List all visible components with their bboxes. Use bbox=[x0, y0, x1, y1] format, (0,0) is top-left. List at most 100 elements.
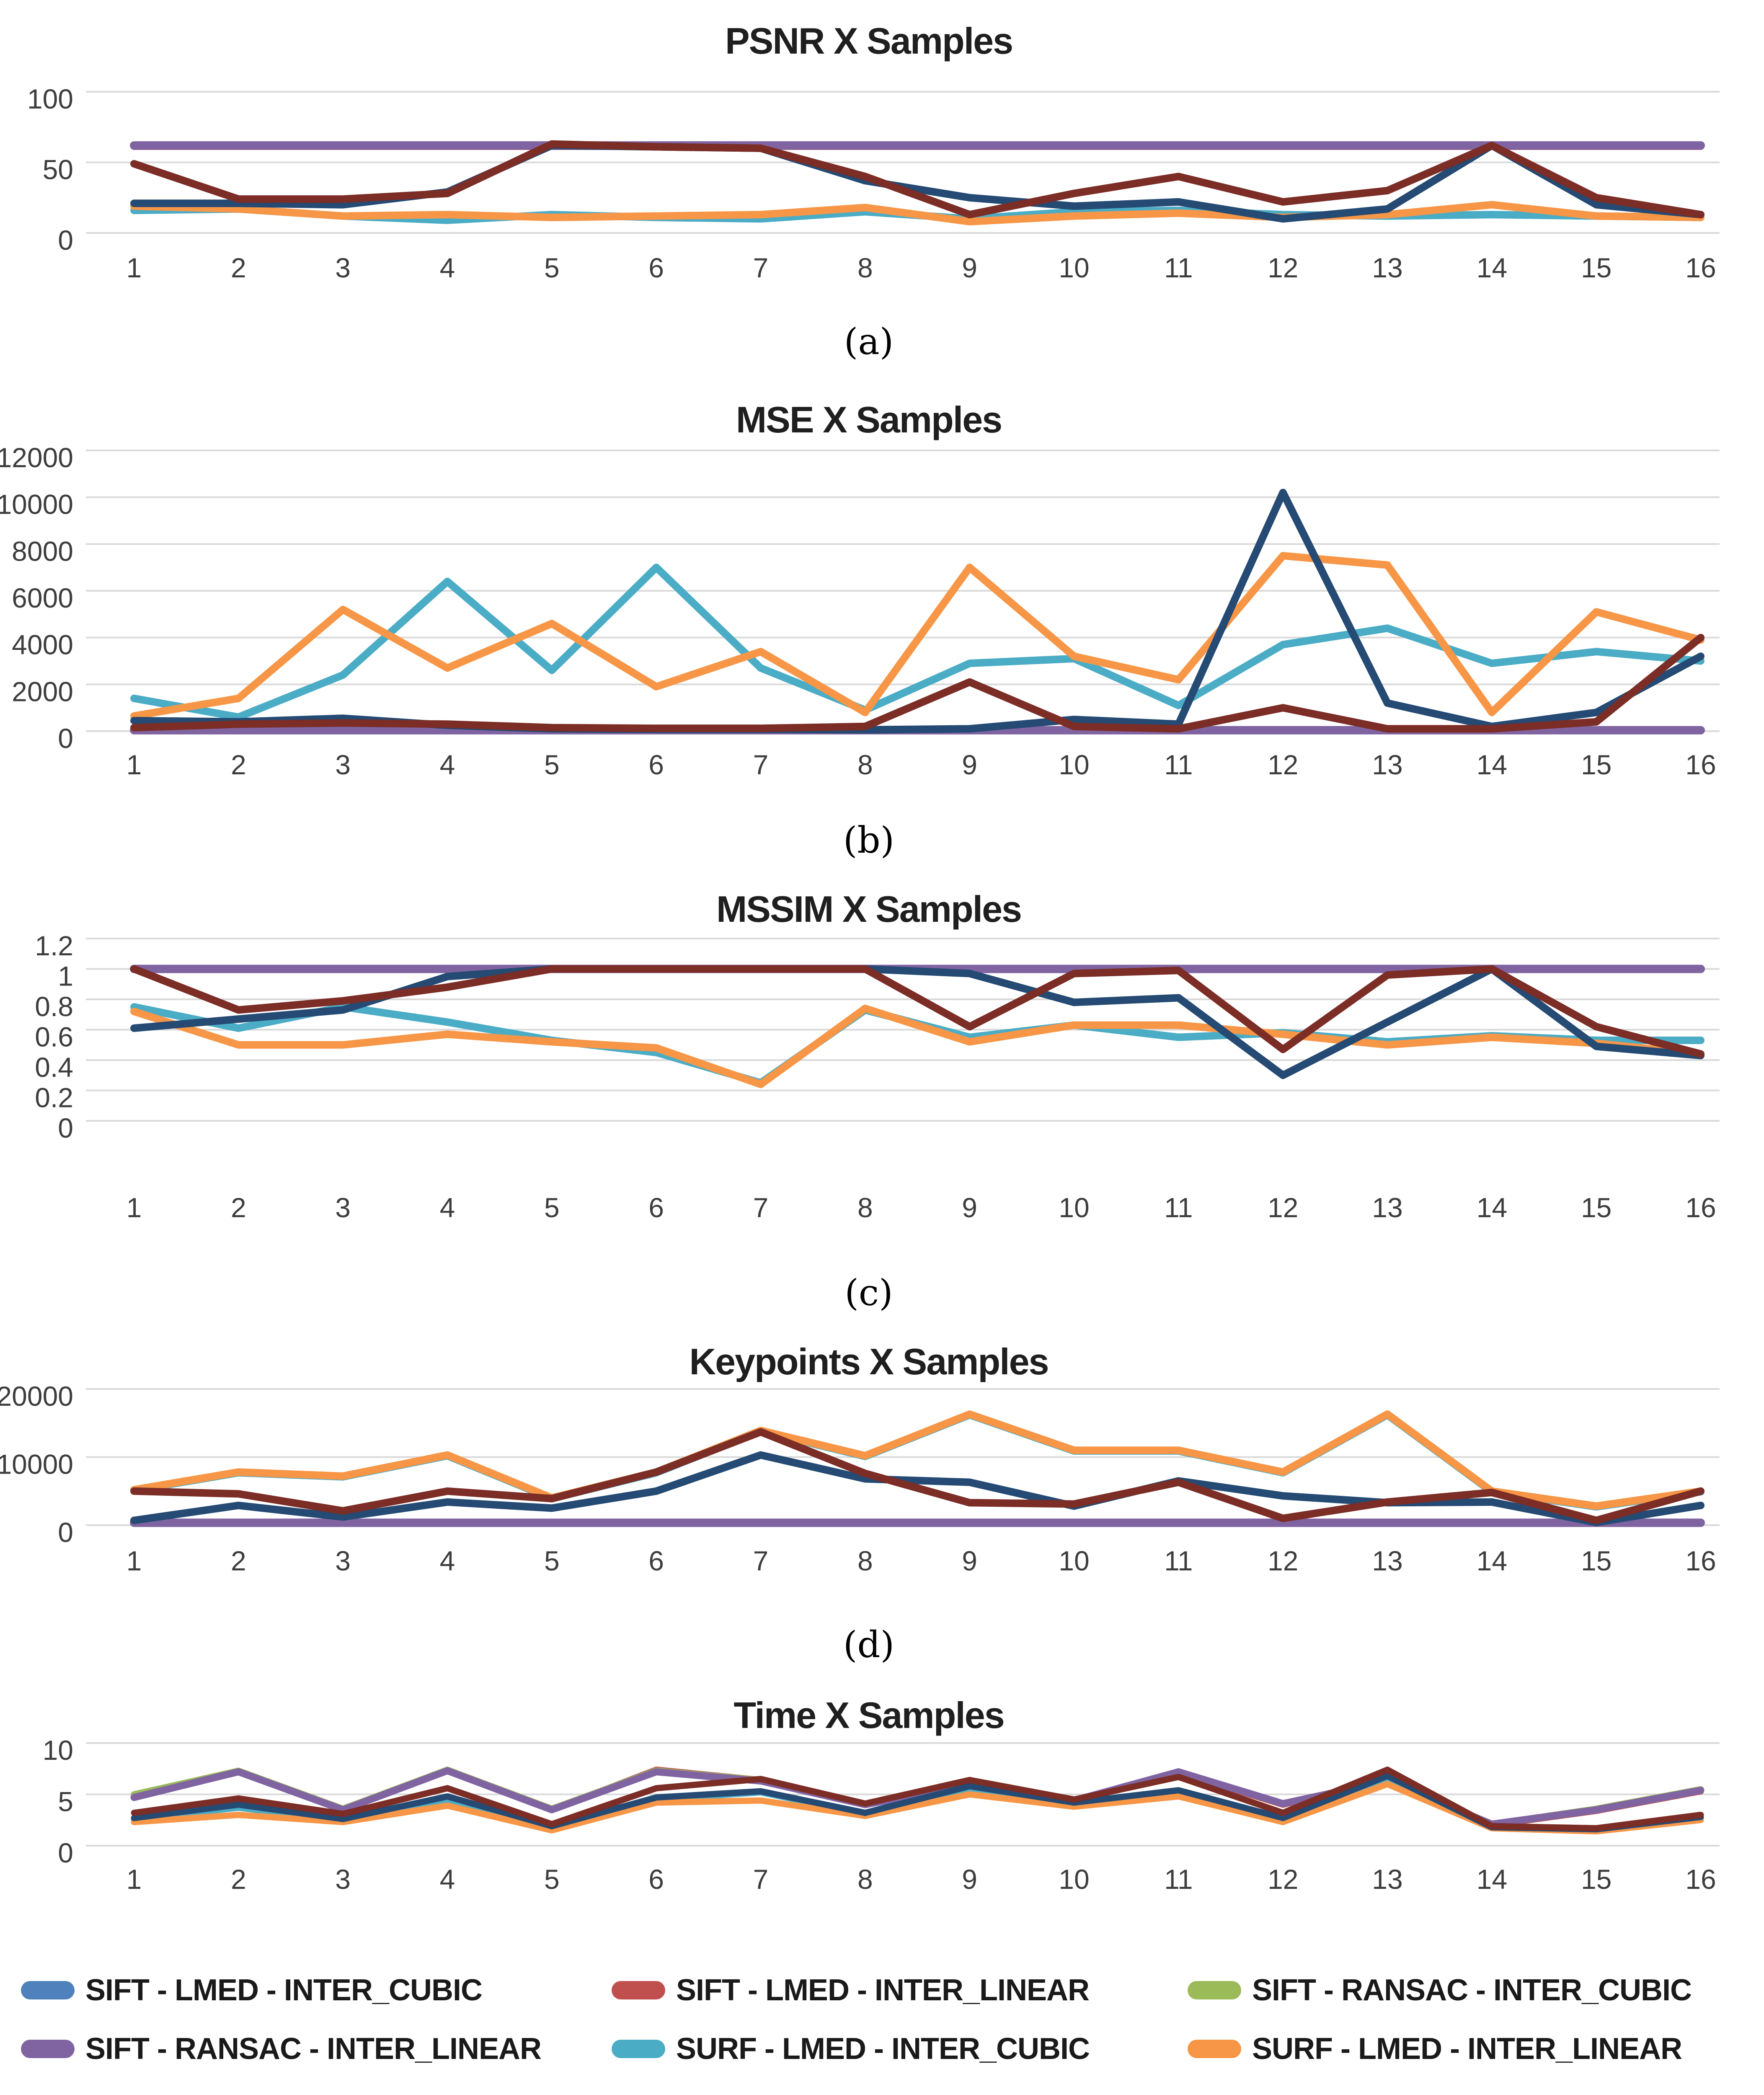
mssim-y-tick-label: 1.2 bbox=[35, 930, 73, 961]
psnr-x-tick-label: 5 bbox=[544, 252, 560, 283]
mse-x-tick-label: 8 bbox=[857, 749, 873, 780]
mssim-y-tick-label: 0.8 bbox=[35, 991, 73, 1022]
mssim-x-tick-label: 16 bbox=[1685, 1192, 1716, 1223]
psnr-x-tick-label: 15 bbox=[1581, 252, 1612, 283]
keypoints-x-tick-label: 13 bbox=[1372, 1545, 1402, 1576]
keypoints-x-tick-label: 11 bbox=[1164, 1545, 1193, 1576]
keypoints-x-tick-label: 12 bbox=[1268, 1545, 1298, 1576]
mse-x-tick-label: 14 bbox=[1477, 749, 1507, 780]
mse-y-tick-label: 2000 bbox=[12, 676, 73, 707]
mse-line-surf_ransac_linear bbox=[130, 634, 1705, 733]
time-x-tick-label: 6 bbox=[648, 1864, 664, 1895]
psnr-x-tick-label: 13 bbox=[1372, 252, 1402, 283]
mssim-line-surf_ransac_linear bbox=[130, 965, 1705, 1058]
mssim-x-tick-label: 4 bbox=[440, 1192, 455, 1223]
mse-line-surf_lmed_linear bbox=[130, 552, 1705, 720]
mse-x-tick-label: 4 bbox=[440, 749, 455, 780]
mssim-x-tick-label: 2 bbox=[231, 1192, 246, 1223]
time-line-surf_lmed_linear bbox=[131, 1781, 1704, 1835]
time-x-tick-label: 5 bbox=[544, 1864, 560, 1895]
mssim-x-tick-label: 5 bbox=[544, 1192, 560, 1223]
mssim-x-tick-label: 13 bbox=[1372, 1192, 1402, 1223]
mse-x-tick-label: 12 bbox=[1268, 749, 1298, 780]
mssim-y-tick-label: 1 bbox=[58, 961, 73, 992]
keypoints-x-tick-label: 16 bbox=[1685, 1545, 1716, 1576]
mssim-y-tick-label: 0.2 bbox=[35, 1082, 73, 1113]
mssim-x-tick-label: 8 bbox=[857, 1192, 873, 1223]
time-x-tick-label: 10 bbox=[1059, 1864, 1089, 1895]
mse-x-tick-label: 10 bbox=[1059, 749, 1089, 780]
keypoints-caption: (d) bbox=[843, 1624, 894, 1666]
mse-x-tick-label: 2 bbox=[231, 749, 246, 780]
psnr-x-tick-label: 10 bbox=[1059, 252, 1089, 283]
time-x-tick-label: 2 bbox=[231, 1864, 246, 1895]
time-x-tick-label: 15 bbox=[1581, 1864, 1612, 1895]
psnr-x-tick-label: 7 bbox=[753, 252, 769, 283]
mse-y-tick-label: 8000 bbox=[12, 535, 73, 566]
keypoints-x-tick-label: 6 bbox=[648, 1545, 664, 1576]
mse-x-tick-label: 9 bbox=[962, 749, 977, 780]
keypoints-x-tick-label: 2 bbox=[231, 1545, 246, 1576]
mse-x-tick-label: 15 bbox=[1581, 749, 1612, 780]
mse-x-tick-label: 6 bbox=[648, 749, 664, 780]
keypoints-x-tick-label: 5 bbox=[544, 1545, 560, 1576]
time-x-tick-label: 14 bbox=[1477, 1864, 1507, 1895]
time-x-tick-label: 13 bbox=[1372, 1864, 1402, 1895]
keypoints-x-tick-label: 8 bbox=[857, 1545, 873, 1576]
keypoints-x-tick-label: 3 bbox=[335, 1545, 351, 1576]
mse-x-tick-label: 5 bbox=[544, 749, 560, 780]
mssim-chart: 00.20.40.60.811.21 2 3 4 5 6 7 8 9 10 11 12 13 14 15 16… bbox=[35, 888, 1720, 1314]
keypoints-y-tick-label: 20000 bbox=[0, 1381, 73, 1412]
time-x-tick-label: 8 bbox=[857, 1864, 873, 1895]
psnr-x-tick-label: 1 bbox=[127, 252, 142, 283]
psnr-x-tick-label: 8 bbox=[857, 252, 873, 283]
keypoints-x-tick-label: 7 bbox=[753, 1545, 769, 1576]
keypoints-line-surf_ransac_linear bbox=[130, 1428, 1705, 1524]
keypoints-x-tick-label: 10 bbox=[1059, 1545, 1089, 1576]
mssim-chart-title: MSSIM X Samples bbox=[716, 888, 1021, 930]
mse-chart-title: MSE X Samples bbox=[736, 399, 1002, 440]
time-y-tick-label: 10 bbox=[43, 1735, 73, 1766]
psnr-x-tick-label: 16 bbox=[1685, 252, 1716, 283]
mse-x-tick-label: 3 bbox=[335, 749, 351, 780]
mssim-x-tick-label: 1 bbox=[127, 1192, 142, 1223]
mssim-x-tick-label: 9 bbox=[962, 1192, 977, 1223]
keypoints-line-surf_ransac_cubic bbox=[130, 1451, 1705, 1526]
time-y-tick-label: 0 bbox=[58, 1837, 73, 1868]
psnr-line-surf_ransac_linear bbox=[130, 140, 1705, 219]
mssim-caption: (c) bbox=[845, 1272, 893, 1314]
psnr-line-surf_lmed_linear bbox=[130, 201, 1705, 225]
mse-caption: (b) bbox=[843, 820, 894, 861]
time-line-surf_ransac_cubic bbox=[131, 1772, 1704, 1833]
keypoints-chart-title: Keypoints X Samples bbox=[690, 1341, 1049, 1382]
psnr-caption: (a) bbox=[844, 321, 894, 363]
psnr-x-tick-label: 4 bbox=[440, 252, 455, 283]
mse-x-tick-label: 11 bbox=[1164, 749, 1193, 780]
time-x-tick-label: 11 bbox=[1164, 1864, 1193, 1895]
time-x-tick-label: 1 bbox=[127, 1864, 142, 1895]
mse-y-tick-label: 4000 bbox=[12, 629, 73, 660]
time-line-surf_ransac_linear bbox=[131, 1767, 1704, 1831]
psnr-x-tick-label: 11 bbox=[1164, 252, 1193, 283]
psnr-y-tick-label: 50 bbox=[43, 154, 73, 185]
keypoints-x-tick-label: 4 bbox=[440, 1545, 455, 1576]
keypoints-x-tick-label: 1 bbox=[127, 1545, 142, 1576]
mse-x-tick-label: 7 bbox=[753, 749, 769, 780]
mse-x-tick-label: 1 bbox=[127, 749, 142, 780]
mssim-x-tick-label: 6 bbox=[648, 1192, 664, 1223]
time-x-tick-label: 12 bbox=[1268, 1864, 1298, 1895]
mssim-x-tick-label: 15 bbox=[1581, 1192, 1612, 1223]
time-x-tick-label: 3 bbox=[335, 1864, 351, 1895]
mssim-y-tick-label: 0.6 bbox=[35, 1022, 73, 1053]
keypoints-line-surf_lmed_linear bbox=[130, 1410, 1705, 1510]
mssim-x-tick-label: 3 bbox=[335, 1192, 351, 1223]
psnr-x-tick-label: 3 bbox=[335, 252, 351, 283]
mse-line-surf_ransac_cubic bbox=[130, 489, 1705, 734]
mssim-x-tick-label: 11 bbox=[1164, 1192, 1193, 1223]
keypoints-y-tick-label: 0 bbox=[58, 1517, 73, 1548]
